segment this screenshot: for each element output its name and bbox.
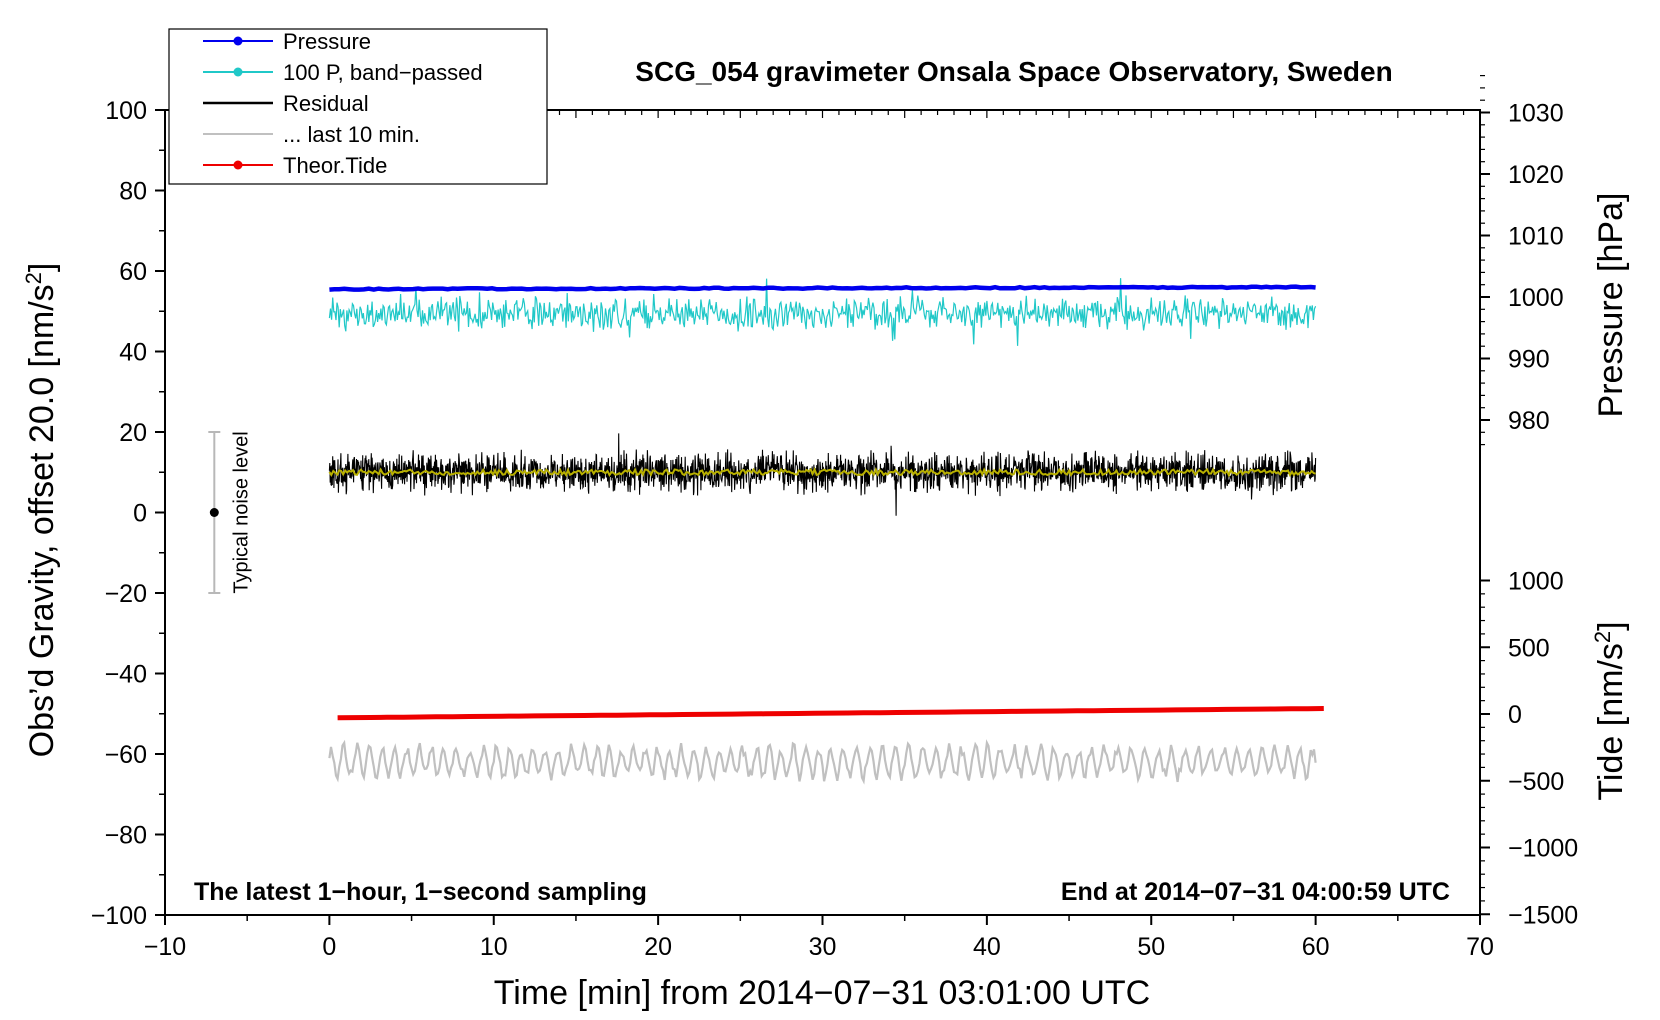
pressure-tick-label: 990 xyxy=(1508,346,1550,374)
note-right: End at 2014−07−31 04:00:59 UTC xyxy=(1061,878,1450,906)
plot-frame xyxy=(164,109,1481,916)
legend-label: 100 P, band−passed xyxy=(283,60,483,85)
tide-tick-label: 500 xyxy=(1508,634,1550,662)
tide-tick-label: 1000 xyxy=(1508,568,1564,596)
pressure-axis-ticks: 980 990 1000 1010 1020 1030 xyxy=(1480,74,1564,446)
y-tick-label: 60 xyxy=(119,258,147,286)
series-pressure xyxy=(329,284,1316,292)
tide-tick-label: −1500 xyxy=(1508,901,1578,929)
noise-bar: Typical noise level xyxy=(208,431,252,594)
pressure-tick-label: 1000 xyxy=(1508,284,1564,312)
legend-marker xyxy=(233,36,243,46)
pressure-axis-label: Pressure [hPa] xyxy=(1592,193,1630,418)
y-tick-label: 40 xyxy=(119,339,147,367)
legend-marker xyxy=(233,160,243,170)
note-left: The latest 1−hour, 1−second sampling xyxy=(194,878,647,906)
y-tick-label: −80 xyxy=(105,822,147,850)
tide-tick-label: −1000 xyxy=(1508,835,1578,863)
tide-tick-label: 0 xyxy=(1508,701,1522,729)
y-tick-label: 100 xyxy=(105,97,147,125)
legend-label: Theor.Tide xyxy=(283,153,387,178)
noise-bar-label: Typical noise level xyxy=(230,431,252,593)
x-axis-label: Time [min] from 2014−07−31 03:01:00 UTC xyxy=(494,974,1150,1012)
x-tick-label: 60 xyxy=(1302,933,1330,961)
tide-axis-ticks: −1500 −1000 −500 0 500 1000 xyxy=(1480,568,1578,929)
x-tick-label: −10 xyxy=(144,933,186,961)
tide-axis-label-main: Tide [nm/s xyxy=(1592,643,1630,800)
series-theoretical-tide xyxy=(337,706,1324,721)
tide-axis-label: Tide [nm/s2] xyxy=(1590,621,1630,800)
y-axis-label: Obs’d Gravity, offset 20.0 [nm/s2] xyxy=(21,263,61,758)
y-axis-label-main: Obs’d Gravity, offset 20.0 [nm/s xyxy=(23,284,61,757)
pressure-tick-label: 1010 xyxy=(1508,223,1564,251)
series-residual-smoothed xyxy=(328,466,1316,478)
y-axis-label-end: ] xyxy=(23,263,61,272)
x-tick-label: 20 xyxy=(644,933,672,961)
x-tick-label: 30 xyxy=(809,933,837,961)
legend-marker xyxy=(233,67,243,77)
y-tick-label: 80 xyxy=(119,178,147,206)
series-last-10-min xyxy=(328,739,1317,785)
x-tick-label: 40 xyxy=(973,933,1001,961)
legend: Pressure 100 P, band−passed Residual ... la… xyxy=(168,28,548,185)
pressure-tick-label: 1030 xyxy=(1508,100,1564,128)
legend-label: Pressure xyxy=(283,29,371,54)
x-tick-label: 70 xyxy=(1466,933,1494,961)
pressure-tick-label: 1020 xyxy=(1508,161,1564,189)
x-axis-ticks: −10 0 10 20 30 40 50 60 70 xyxy=(144,915,1494,961)
x-tick-label: 50 xyxy=(1137,933,1165,961)
y-tick-label: 20 xyxy=(119,419,147,447)
series-band-passed-pressure xyxy=(328,278,1317,346)
tide-axis-label-sup: 2 xyxy=(1590,631,1615,643)
legend-box xyxy=(168,28,548,185)
legend-label: Residual xyxy=(283,91,369,116)
y-tick-label: −100 xyxy=(91,902,147,930)
pressure-tick-label: 980 xyxy=(1508,407,1550,435)
chart-title: SCG_054 gravimeter Onsala Space Observat… xyxy=(635,56,1392,87)
x-tick-label: 10 xyxy=(480,933,508,961)
tide-tick-label: −500 xyxy=(1508,768,1564,796)
y-axis-label-sup: 2 xyxy=(21,272,46,284)
y-tick-label: −60 xyxy=(105,741,147,769)
noise-bar-dot xyxy=(209,508,219,517)
series-residual xyxy=(328,433,1317,516)
legend-items: Pressure 100 P, band−passed Residual ... la… xyxy=(203,29,483,178)
tide-axis-label-end: ] xyxy=(1592,621,1630,630)
y-tick-label: 0 xyxy=(133,500,147,528)
x-tick-label: 0 xyxy=(322,933,336,961)
y-tick-label: −40 xyxy=(105,661,147,689)
y-axis-ticks: −100 −80 −60 −40 −20 0 20 40 60 80 100 xyxy=(91,97,165,930)
legend-label: ... last 10 min. xyxy=(283,122,420,147)
y-tick-label: −20 xyxy=(105,580,147,608)
series-layer xyxy=(328,278,1324,785)
